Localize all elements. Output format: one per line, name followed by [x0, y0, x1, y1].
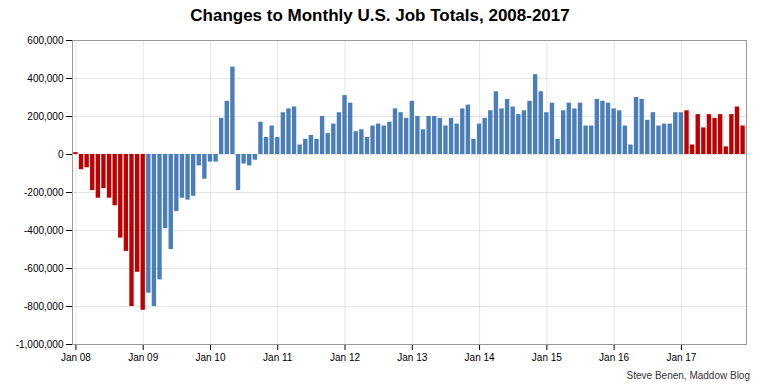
svg-text:Jan 12: Jan 12 [330, 352, 360, 363]
svg-text:Jan 11: Jan 11 [263, 352, 293, 363]
svg-text:400,000: 400,000 [27, 73, 64, 84]
svg-text:Jan 08: Jan 08 [61, 352, 91, 363]
svg-text:-800,000: -800,000 [24, 301, 64, 312]
svg-text:-400,000: -400,000 [24, 225, 64, 236]
svg-text:-200,000: -200,000 [24, 187, 64, 198]
html-text:Steve Benen, Maddow Blog: Steve Benen, Maddow Blog [626, 370, 750, 381]
svg-text:200,000: 200,000 [27, 111, 64, 122]
svg-text:-1,000,000: -1,000,000 [16, 339, 64, 350]
svg-text:Jan 14: Jan 14 [465, 352, 495, 363]
svg-text:Jan 16: Jan 16 [599, 352, 629, 363]
svg-text:Jan 17: Jan 17 [666, 352, 696, 363]
html-text:Changes to Monthly U.S. Job To: Changes to Monthly U.S. Job Totals, 2008… [190, 6, 570, 25]
svg-text:Jan 15: Jan 15 [532, 352, 562, 363]
svg-text:-600,000: -600,000 [24, 263, 64, 274]
svg-text:Jan 10: Jan 10 [195, 352, 225, 363]
svg-text:Jan 13: Jan 13 [397, 352, 427, 363]
svg-text:Jan 09: Jan 09 [128, 352, 158, 363]
svg-text:600,000: 600,000 [27, 35, 64, 46]
svg-text:0: 0 [58, 149, 64, 160]
